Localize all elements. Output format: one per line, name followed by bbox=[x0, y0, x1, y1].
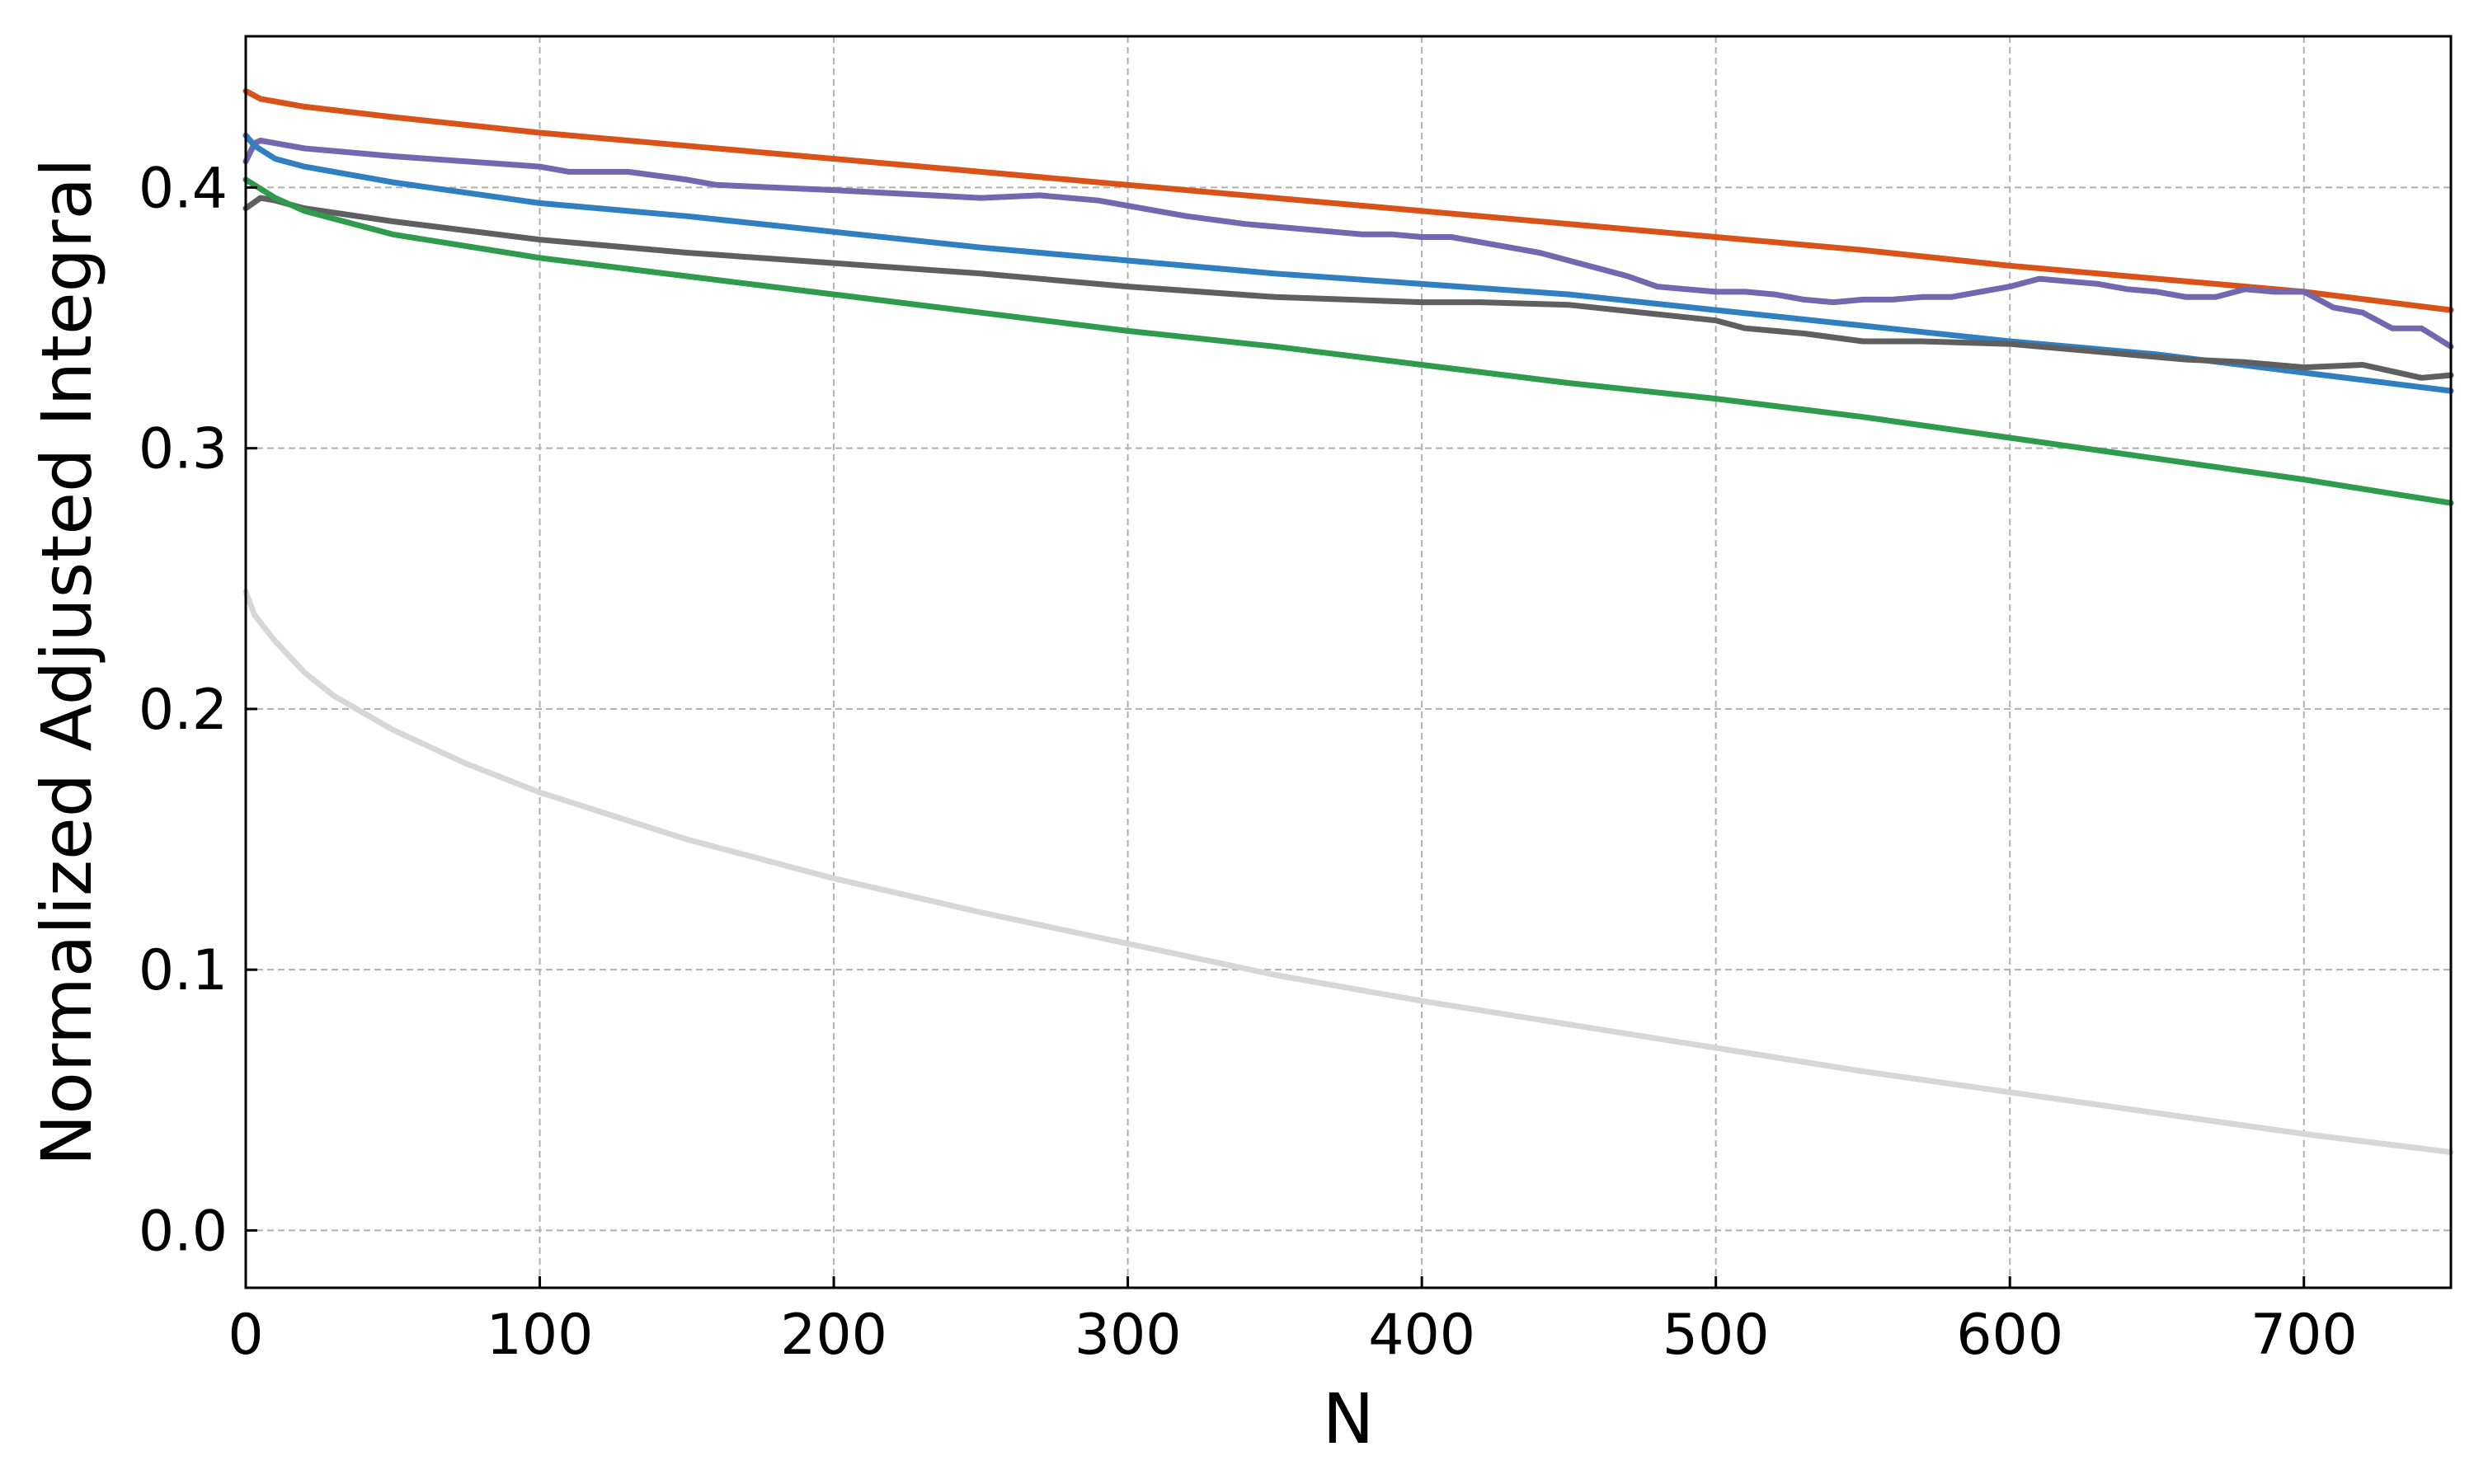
x-tick-label: 100 bbox=[487, 1303, 594, 1368]
y-tick-label: 0.0 bbox=[139, 1199, 228, 1264]
series-line bbox=[242, 589, 2454, 1155]
series-line bbox=[242, 138, 2454, 350]
x-tick-label: 0 bbox=[228, 1303, 263, 1368]
x-tick-label: 200 bbox=[780, 1303, 887, 1368]
grid-layer bbox=[246, 36, 2451, 1288]
series-line bbox=[242, 176, 2454, 506]
x-tick-label: 600 bbox=[1956, 1303, 2063, 1368]
series-line bbox=[242, 87, 2454, 313]
series-line bbox=[242, 195, 2454, 381]
x-axis-label: N bbox=[1323, 1378, 1375, 1459]
x-tick-label: 700 bbox=[2251, 1303, 2358, 1368]
y-tick-label: 0.2 bbox=[139, 678, 228, 743]
axis-layer: 0 100 200 300 400 500 600 700 0.0 0.1 0.2 0.3 0.4 bbox=[139, 35, 2453, 1368]
y-tick-label: 0.1 bbox=[139, 938, 228, 1003]
plot-frame bbox=[244, 35, 2453, 1289]
y-tick-label: 0.4 bbox=[139, 156, 228, 221]
y-tick-label: 0.3 bbox=[139, 417, 228, 482]
x-tick-label: 400 bbox=[1368, 1303, 1475, 1368]
series-layer bbox=[242, 87, 2454, 1155]
x-tick-label: 500 bbox=[1663, 1303, 1770, 1368]
x-tick-label: 300 bbox=[1075, 1303, 1182, 1368]
y-axis-label: Normalized Adjusted Integral bbox=[26, 158, 107, 1167]
